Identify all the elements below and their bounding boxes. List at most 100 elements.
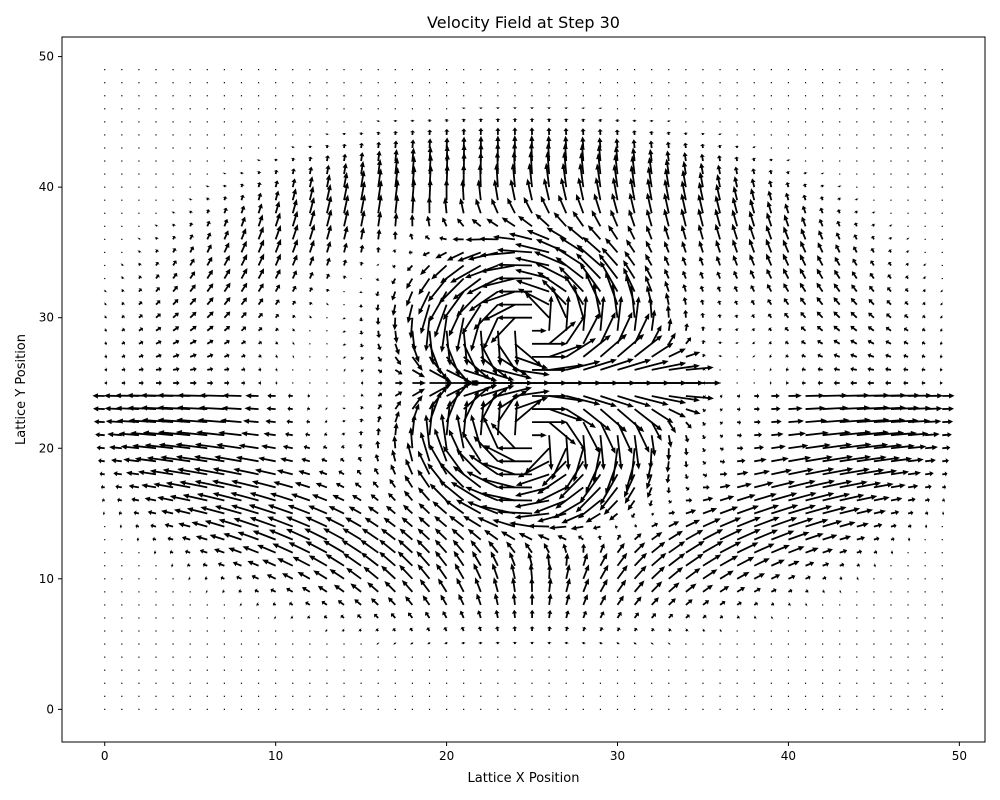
- velocity-arrow: [631, 147, 637, 162]
- velocity-arrow: [698, 240, 704, 253]
- velocity-arrow: [697, 208, 704, 227]
- velocity-arrow: [309, 255, 315, 266]
- velocity-arrow: [839, 548, 848, 554]
- velocity-arrow: [649, 120, 655, 122]
- velocity-arrow: [308, 197, 316, 214]
- velocity-arrow: [905, 262, 910, 266]
- velocity-arrow: [591, 210, 602, 227]
- velocity-arrow: [548, 408, 583, 422]
- velocity-arrow: [172, 299, 179, 306]
- velocity-arrow: [822, 479, 853, 489]
- velocity-arrow: [304, 528, 328, 541]
- velocity-arrow: [343, 82, 345, 84]
- velocity-arrow: [206, 108, 208, 110]
- velocity-arrow: [941, 225, 943, 227]
- velocity-arrow: [360, 643, 362, 645]
- velocity-arrow: [548, 95, 550, 97]
- velocity-arrow: [873, 562, 876, 568]
- velocity-arrow: [907, 617, 909, 619]
- velocity-arrow: [614, 524, 618, 530]
- velocity-arrow: [785, 340, 789, 345]
- velocity-arrow: [500, 531, 516, 541]
- velocity-arrow: [839, 108, 841, 110]
- velocity-arrow: [873, 134, 875, 136]
- velocity-arrow: [479, 343, 498, 375]
- velocity-arrow: [402, 504, 414, 515]
- velocity-arrow: [121, 604, 123, 606]
- velocity-arrow: [104, 69, 106, 71]
- velocity-arrow: [275, 630, 277, 632]
- velocity-arrow: [616, 408, 645, 432]
- velocity-arrow: [138, 108, 140, 110]
- velocity-arrow: [610, 282, 619, 318]
- velocity-arrow: [925, 471, 934, 477]
- velocity-arrow: [941, 617, 943, 619]
- velocity-arrow: [155, 708, 157, 710]
- velocity-arrow: [140, 392, 174, 399]
- velocity-arrow: [941, 238, 943, 240]
- velocity-arrow: [753, 695, 755, 697]
- velocity-arrow: [169, 549, 174, 555]
- velocity-arrow: [582, 682, 584, 684]
- velocity-arrow: [582, 610, 588, 619]
- velocity-arrow: [287, 504, 311, 515]
- velocity-arrow: [138, 327, 143, 332]
- velocity-arrow: [343, 225, 349, 240]
- velocity-arrow: [104, 578, 106, 580]
- velocity-arrow: [290, 157, 296, 162]
- velocity-arrow: [685, 408, 701, 415]
- velocity-arrow: [890, 405, 920, 411]
- velocity-arrow: [408, 317, 414, 339]
- velocity-arrow: [523, 196, 533, 214]
- velocity-arrow: [685, 583, 697, 593]
- velocity-arrow: [668, 598, 676, 606]
- velocity-arrow: [802, 183, 808, 188]
- velocity-arrow: [275, 340, 279, 346]
- velocity-arrow: [104, 525, 106, 528]
- velocity-arrow: [788, 574, 796, 580]
- velocity-arrow: [121, 186, 123, 188]
- velocity-arrow: [804, 708, 807, 710]
- velocity-arrow: [839, 617, 841, 619]
- velocity-arrow: [406, 278, 414, 289]
- velocity-arrow: [427, 463, 448, 488]
- velocity-arrow: [651, 82, 653, 84]
- velocity-arrow: [888, 224, 893, 227]
- velocity-arrow: [206, 134, 208, 136]
- velocity-arrow: [240, 669, 243, 671]
- velocity-arrow: [240, 282, 248, 293]
- velocity-arrow: [850, 325, 858, 332]
- velocity-arrow: [341, 317, 347, 320]
- velocity-arrow: [767, 313, 773, 319]
- velocity-arrow: [195, 535, 208, 541]
- velocity-arrow: [429, 483, 448, 502]
- velocity-arrow: [599, 421, 616, 454]
- velocity-arrow: [480, 277, 516, 289]
- velocity-arrow: [391, 613, 396, 619]
- velocity-arrow: [819, 207, 824, 214]
- velocity-arrow: [736, 630, 738, 632]
- velocity-arrow: [240, 147, 243, 149]
- velocity-arrow: [822, 520, 843, 528]
- velocity-arrow: [873, 656, 875, 658]
- velocity-arrow: [668, 363, 700, 371]
- velocity-arrow: [788, 588, 793, 594]
- velocity-arrow: [434, 428, 448, 462]
- velocity-arrow: [442, 291, 465, 321]
- velocity-arrow: [104, 173, 106, 175]
- velocity-arrow: [907, 536, 911, 542]
- velocity-arrow: [275, 327, 279, 332]
- velocity-arrow: [750, 300, 756, 306]
- velocity-arrow: [548, 708, 550, 710]
- velocity-arrow: [411, 369, 426, 378]
- velocity-arrow: [547, 593, 553, 606]
- velocity-arrow: [802, 194, 808, 201]
- velocity-arrow: [326, 317, 328, 319]
- velocity-arrow: [548, 321, 577, 345]
- velocity-arrow: [155, 617, 157, 619]
- velocity-arrow: [512, 118, 518, 122]
- velocity-arrow: [751, 354, 756, 359]
- velocity-arrow: [750, 188, 756, 201]
- velocity-arrow: [342, 343, 347, 346]
- velocity-arrow: [426, 627, 431, 632]
